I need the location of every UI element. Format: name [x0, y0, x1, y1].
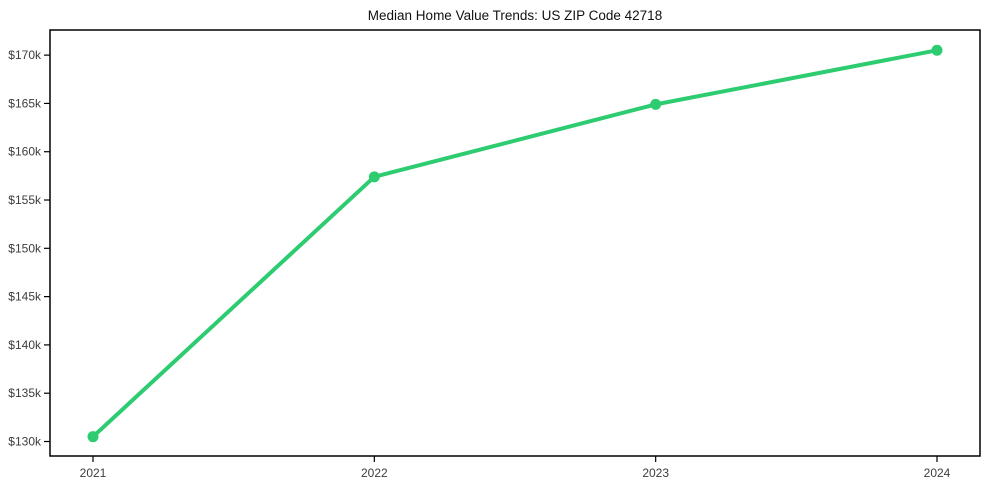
y-tick-label: $130k — [8, 435, 42, 449]
x-tick-label: 2021 — [80, 466, 107, 480]
y-tick-label: $145k — [8, 290, 42, 304]
plot-border — [49, 29, 981, 457]
y-tick-label: $140k — [8, 338, 42, 352]
y-tick-label: $155k — [8, 193, 42, 207]
y-tick-label: $150k — [8, 241, 42, 255]
y-tick-label: $160k — [8, 145, 42, 159]
y-tick-label: $135k — [8, 386, 42, 400]
data-point-2021 — [87, 431, 99, 443]
trend-line — [91, 48, 939, 439]
data-point-2022 — [368, 171, 380, 183]
chart-title: Median Home Value Trends: US ZIP Code 42… — [367, 8, 663, 23]
y-tick-label: $170k — [8, 48, 42, 62]
y-tick-label: $165k — [8, 96, 42, 110]
data-point-2024 — [931, 44, 943, 56]
x-tick-label: 2022 — [361, 466, 388, 480]
x-tick-label: 2023 — [642, 466, 669, 480]
data-point-2023 — [650, 98, 662, 110]
x-tick-label: 2024 — [924, 466, 951, 480]
